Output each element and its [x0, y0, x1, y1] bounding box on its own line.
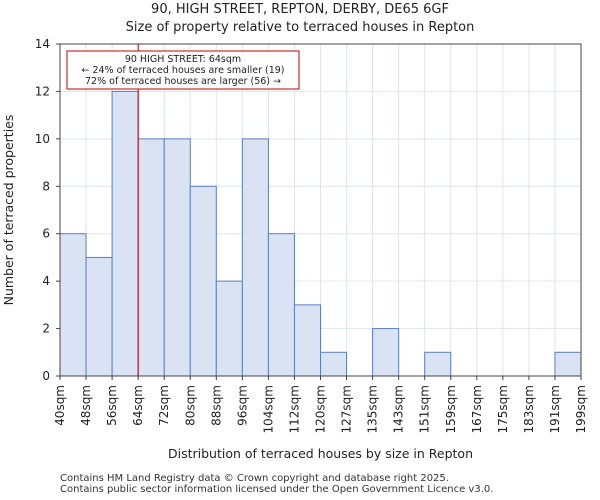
x-ticks: 40sqm 48sqm 56sqm 64sqm 72sqm 80sqm 88sqm 96sqm…	[53, 376, 588, 433]
x-tick-label: 40sqm	[53, 385, 67, 426]
bar-135sqm	[372, 328, 400, 377]
bar-72sqm	[163, 138, 191, 377]
x-tick-label: 80sqm	[183, 385, 197, 426]
chart-subtitle: Size of property relative to terraced ho…	[125, 20, 475, 35]
x-tick-label: 167sqm	[470, 385, 484, 433]
y-tick-label: 0	[42, 369, 50, 383]
x-tick-label: 64sqm	[131, 385, 145, 426]
x-tick-label: 127sqm	[340, 385, 354, 433]
x-tick-label: 199sqm	[574, 385, 588, 433]
chart-title: 90, HIGH STREET, REPTON, DERBY, DE65 6GF	[151, 2, 449, 17]
x-tick-label: 159sqm	[444, 385, 458, 433]
x-tick-label: 96sqm	[235, 385, 249, 426]
bar-104sqm	[267, 233, 295, 377]
x-tick-label: 151sqm	[418, 385, 432, 433]
x-tick-label: 143sqm	[392, 385, 406, 433]
bar-48sqm	[85, 256, 113, 377]
bar-96sqm	[241, 138, 269, 377]
bar-40sqm	[59, 233, 87, 377]
footer-line-1: Contains HM Land Registry data © Crown c…	[60, 473, 449, 484]
annotation-box: 90 HIGH STREET: 64sqm ← 24% of terraced …	[66, 50, 300, 90]
y-tick-label: 6	[42, 227, 50, 241]
bar-151sqm	[424, 351, 452, 377]
x-tick-label: 88sqm	[209, 385, 223, 426]
annotation-line-1: 90 HIGH STREET: 64sqm	[125, 54, 241, 65]
bar-64sqm	[137, 138, 165, 377]
annotation-line-3: 72% of terraced houses are larger (56) →	[85, 76, 281, 87]
x-tick-label: 120sqm	[314, 385, 328, 433]
bar-120sqm	[320, 351, 348, 377]
bar-191sqm	[554, 351, 582, 377]
footer-line-2: Contains public sector information licen…	[60, 484, 494, 495]
bar-112sqm	[293, 304, 322, 377]
x-tick-label: 72sqm	[157, 385, 171, 426]
y-tick-label: 4	[42, 274, 50, 288]
bar-56sqm	[111, 90, 139, 377]
x-axis-label: Distribution of terraced houses by size …	[168, 446, 473, 461]
x-tick-label: 104sqm	[261, 385, 275, 433]
plot-frame	[59, 43, 582, 377]
y-tick-label: 8	[42, 179, 50, 193]
y-tick-label: 10	[35, 132, 50, 146]
y-ticks: 0 2 4 6 8 10 12 14	[35, 37, 60, 383]
histogram-chart: 90 HIGH STREET: 64sqm ← 24% of terraced …	[1, 37, 588, 461]
x-tick-label: 183sqm	[522, 385, 536, 433]
bars-layer	[59, 90, 582, 377]
y-tick-label: 2	[42, 322, 50, 336]
x-tick-label: 191sqm	[548, 385, 562, 433]
y-tick-label: 12	[35, 84, 50, 98]
annotation-line-2: ← 24% of terraced houses are smaller (19…	[81, 65, 284, 76]
y-axis-label: Number of terraced properties	[1, 115, 16, 306]
annotation-frame	[66, 50, 300, 90]
x-tick-label: 175sqm	[496, 385, 510, 433]
x-tick-label: 135sqm	[366, 385, 380, 433]
x-tick-label: 112sqm	[287, 385, 301, 433]
bar-80sqm	[189, 185, 217, 377]
x-tick-label: 48sqm	[79, 385, 93, 426]
y-tick-label: 14	[35, 37, 50, 51]
x-tick-label: 56sqm	[105, 385, 119, 426]
bar-88sqm	[215, 280, 243, 377]
